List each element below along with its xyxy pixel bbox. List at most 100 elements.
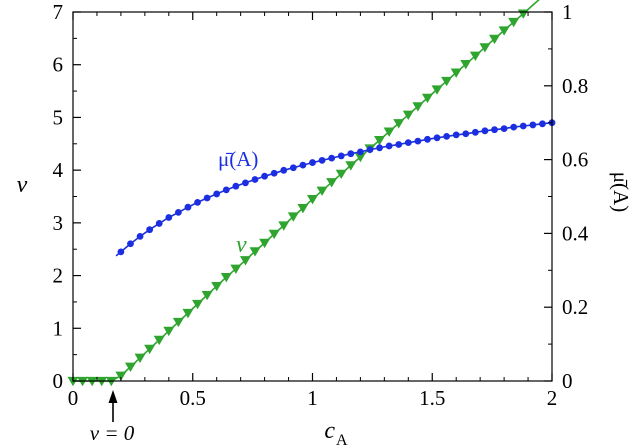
data-point-triangle <box>316 186 328 196</box>
data-point-circle <box>289 164 297 172</box>
data-point-triangle <box>268 229 280 240</box>
data-point-circle <box>222 186 230 194</box>
y-right-tick-label: 1 <box>562 0 573 24</box>
threshold-label: v = 0 <box>90 421 135 445</box>
series-line <box>115 121 553 257</box>
data-point-circle <box>337 152 345 160</box>
data-point-circle <box>481 127 489 135</box>
data-point-triangle <box>383 127 395 137</box>
data-point-triangle <box>508 17 520 28</box>
data-point-circle <box>376 144 383 152</box>
data-point-triangle <box>220 273 232 283</box>
data-point-circle <box>385 142 393 150</box>
data-point-circle <box>424 135 431 143</box>
v-curve-label: v <box>236 232 247 258</box>
x-tick-label: 1.5 <box>419 386 445 410</box>
data-point-triangle <box>354 152 366 163</box>
data-point-triangle <box>259 238 271 249</box>
data-point-triangle <box>450 68 462 78</box>
data-point-triangle <box>374 135 386 146</box>
data-point-circle <box>414 137 422 145</box>
data-point-triangle <box>144 344 156 355</box>
data-point-triangle <box>297 203 309 214</box>
data-point-circle <box>165 214 173 221</box>
data-point-circle <box>184 203 192 211</box>
data-point-triangle <box>249 247 261 257</box>
y-left-tick-label: 3 <box>53 211 64 235</box>
data-point-circle <box>136 232 144 240</box>
data-point-triangle <box>469 51 481 61</box>
data-point-circle <box>366 146 374 154</box>
data-point-circle <box>443 132 451 140</box>
x-axis-title-subscript: A <box>336 432 348 448</box>
data-point-circle <box>155 220 163 227</box>
y-left-tick-label: 4 <box>53 158 64 182</box>
y-axis-left-title: v <box>17 172 28 198</box>
data-point-triangle <box>163 326 175 337</box>
data-point-circle <box>146 226 154 234</box>
threshold-arrow <box>108 390 118 422</box>
data-point-triangle <box>153 335 165 346</box>
y-left-tick-label: 6 <box>53 53 64 77</box>
data-point-triangle <box>239 256 251 266</box>
y-right-tick-label: 0.4 <box>562 221 589 245</box>
data-point-circle <box>261 172 268 180</box>
y-right-tick-label: 0.2 <box>562 295 588 319</box>
data-point-circle <box>280 166 288 174</box>
data-point-circle <box>357 148 364 156</box>
data-point-circle <box>395 141 403 148</box>
data-point-triangle <box>479 43 491 53</box>
data-point-triangle <box>211 281 223 292</box>
x-axis-title-main: c <box>324 418 335 444</box>
data-point-circle <box>510 123 518 131</box>
data-point-triangle <box>192 299 204 310</box>
data-point-triangle <box>412 102 424 112</box>
data-point-circle <box>433 134 441 142</box>
data-point-circle <box>347 150 355 158</box>
y-left-tick-label: 5 <box>53 105 64 129</box>
data-point-triangle <box>402 110 414 121</box>
data-point-circle <box>242 179 249 187</box>
data-point-triangle <box>172 317 184 328</box>
data-point-triangle <box>201 290 213 301</box>
data-point-circle <box>500 125 508 133</box>
data-point-triangle <box>287 212 299 222</box>
data-point-triangle <box>421 93 433 104</box>
y-right-tick-label: 0 <box>562 369 573 393</box>
data-point-circle <box>318 156 326 164</box>
data-point-circle <box>404 139 412 147</box>
data-point-circle <box>309 159 316 166</box>
data-point-circle <box>328 154 336 162</box>
data-point-triangle <box>441 76 453 87</box>
x-tick-label: 2 <box>547 386 558 410</box>
data-point-circle <box>299 161 307 169</box>
x-tick-label: 0.5 <box>180 386 206 410</box>
data-point-circle <box>519 122 527 130</box>
y-right-tick-label: 0.8 <box>562 74 588 98</box>
data-point-triangle <box>182 308 194 319</box>
series-line <box>73 0 540 382</box>
plot-marks <box>67 0 556 387</box>
data-point-triangle <box>307 195 318 205</box>
y-left-tick-label: 1 <box>53 316 64 340</box>
data-point-triangle <box>460 60 472 70</box>
data-point-circle <box>462 130 470 138</box>
data-point-circle <box>213 190 221 198</box>
data-point-triangle <box>230 264 242 274</box>
y-left-tick-label: 7 <box>53 0 64 24</box>
data-point-triangle <box>345 161 357 171</box>
x-tick-label: 0 <box>68 386 79 410</box>
data-point-circle <box>117 248 125 256</box>
data-point-triangle <box>489 34 501 45</box>
data-point-circle <box>471 128 479 136</box>
data-point-circle <box>194 199 201 206</box>
y-left-tick-label: 2 <box>53 264 64 288</box>
data-point-circle <box>270 169 278 177</box>
y-axis-right-title: μ̄(A) <box>609 172 633 212</box>
data-point-circle <box>232 182 240 190</box>
data-point-circle <box>539 120 546 128</box>
data-point-triangle <box>393 119 405 129</box>
data-point-circle <box>251 176 259 183</box>
